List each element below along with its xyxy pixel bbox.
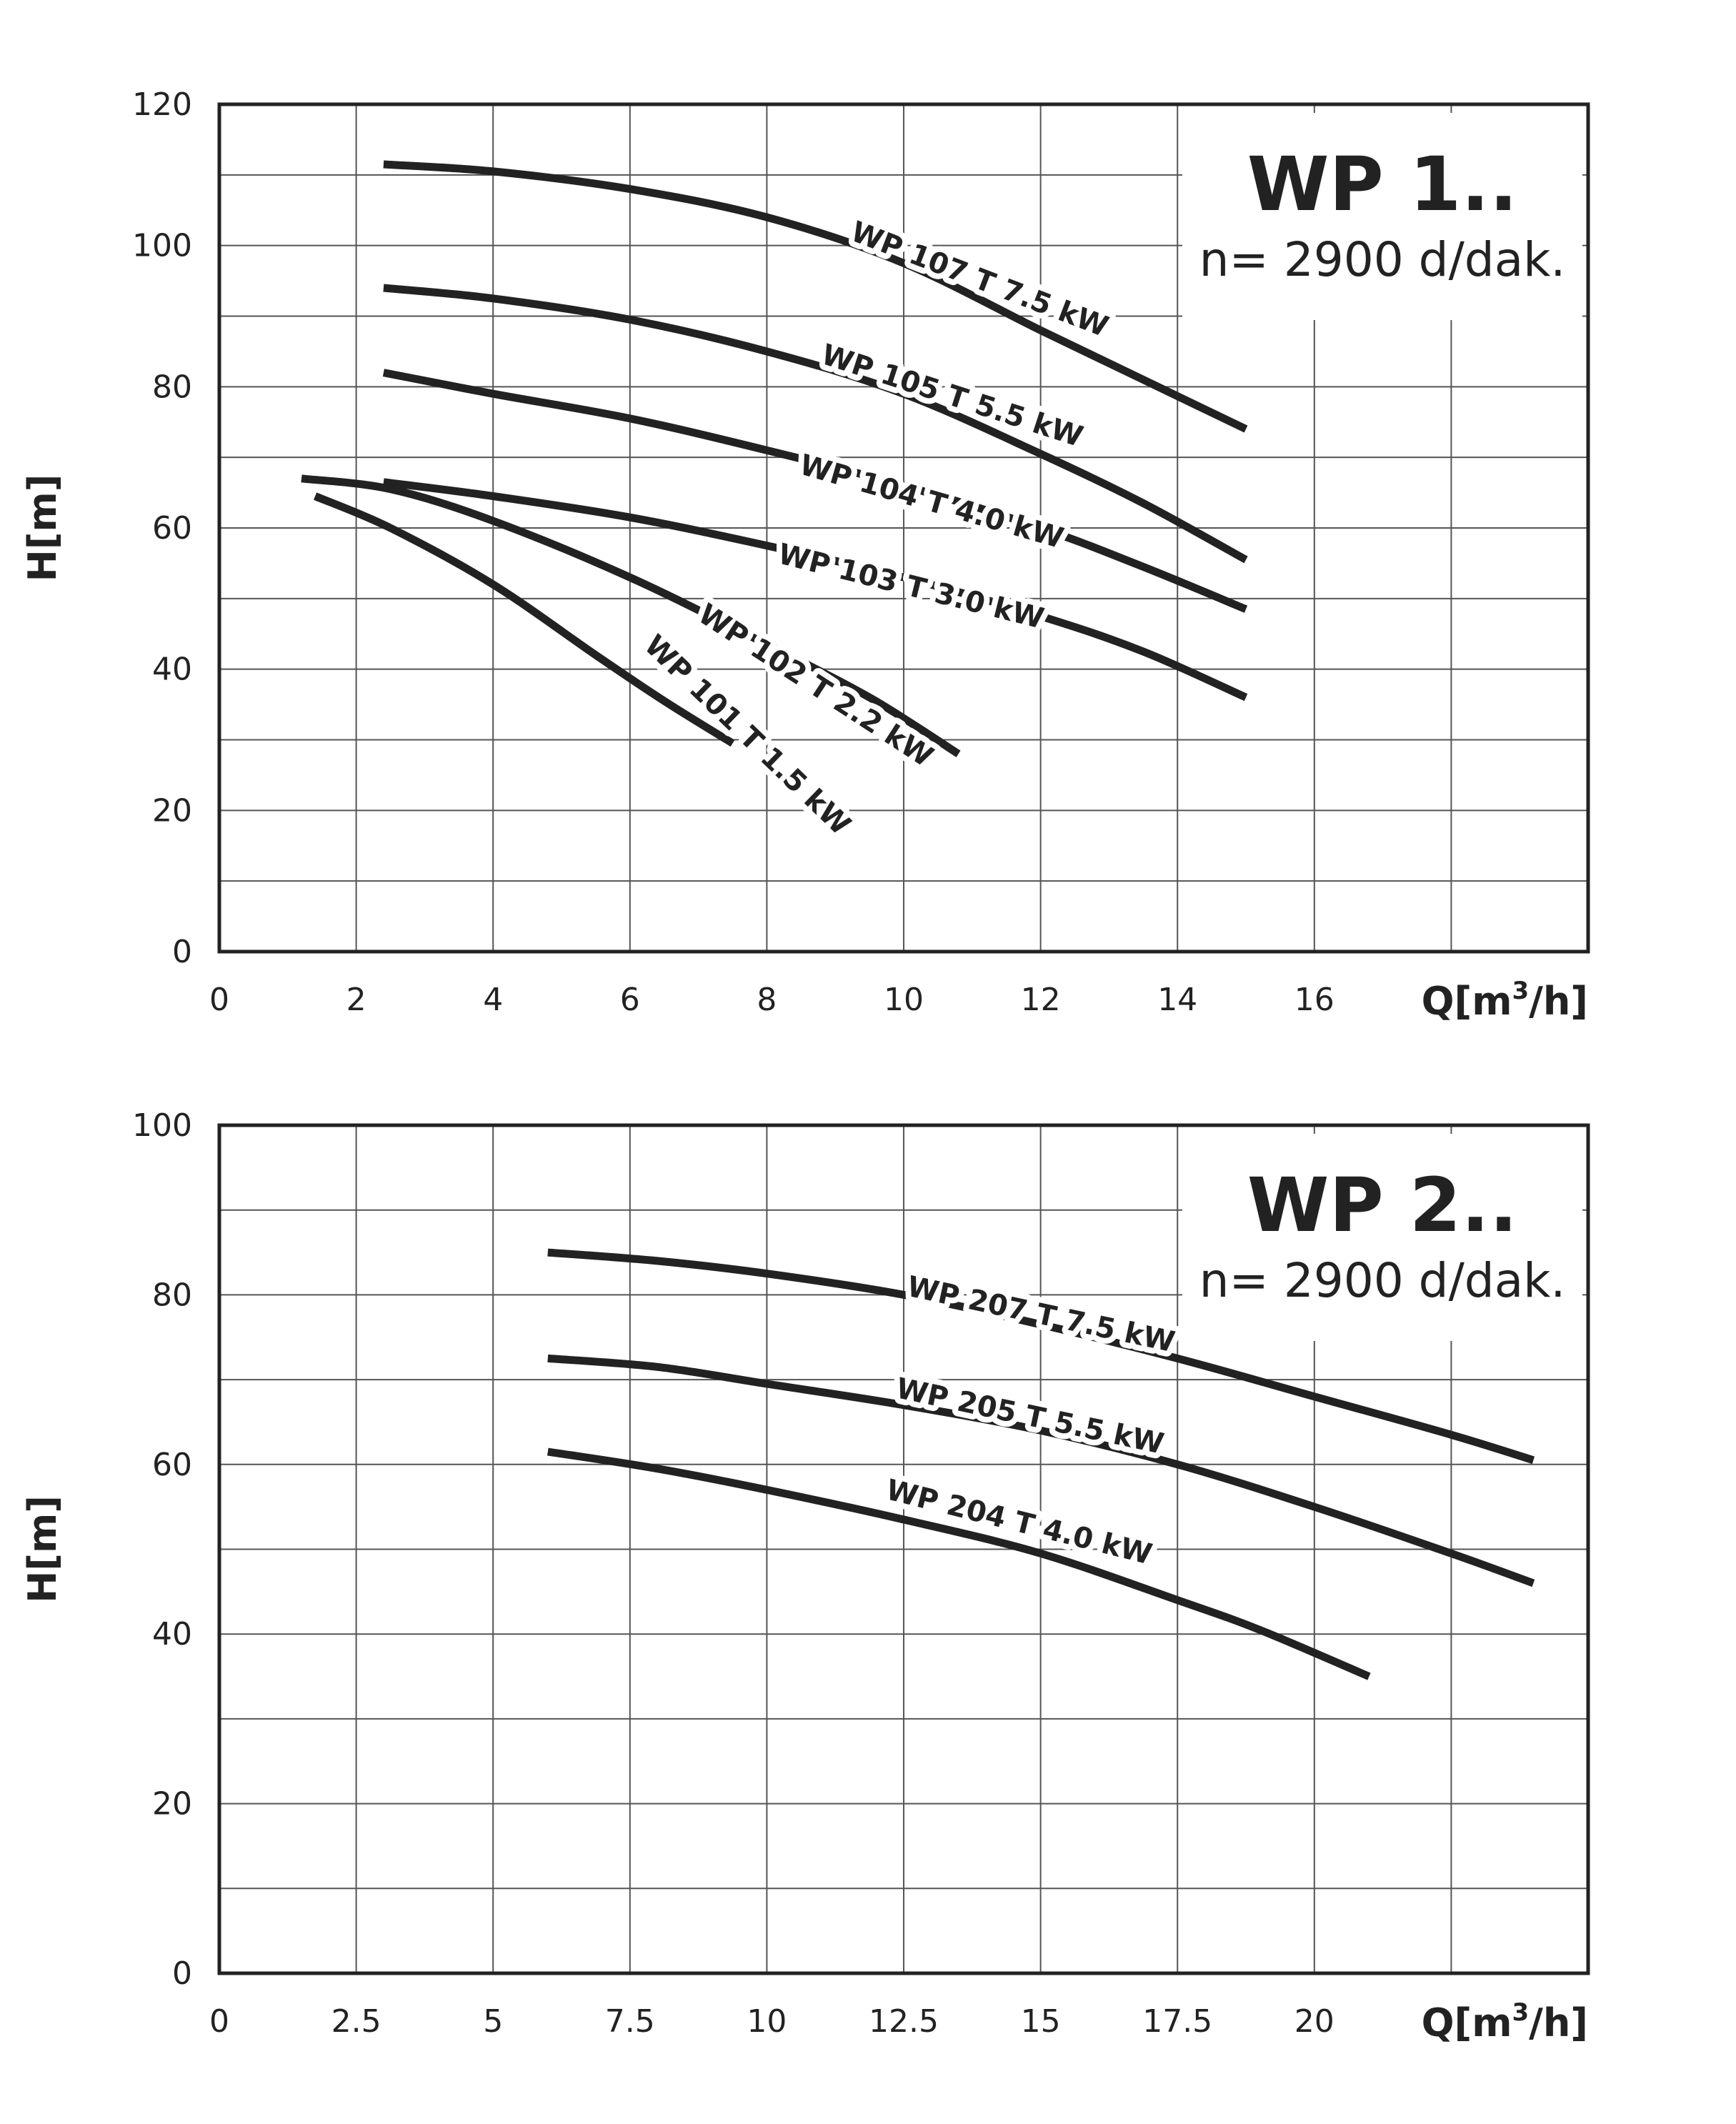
- x-tick-label: 14: [1157, 982, 1197, 1018]
- series-label: WP 104 T 4.0 kW: [796, 449, 1067, 555]
- y-axis-label: H[m]: [20, 474, 65, 582]
- y-tick-label: 80: [152, 1277, 192, 1313]
- chart-title: WP 2..: [1247, 1162, 1518, 1249]
- x-tick-label: 12.5: [869, 2003, 939, 2040]
- x-axis-label-main: Q[m: [1422, 2000, 1512, 2045]
- y-tick-label: 0: [172, 1955, 192, 1992]
- series-label: WP 205 T 5.5 kW: [893, 1372, 1167, 1460]
- y-tick-label: 80: [152, 369, 192, 405]
- x-tick-label: 0: [209, 2003, 229, 2040]
- y-tick-label: 100: [132, 1107, 192, 1144]
- y-tick-label: 40: [152, 1616, 192, 1652]
- chart-title: WP 1..: [1247, 141, 1518, 228]
- y-tick-label: 20: [152, 1786, 192, 1823]
- y-tick-label: 60: [152, 1447, 192, 1483]
- series-curve: [547, 1354, 1535, 1587]
- x-tick-label: 2: [346, 982, 366, 1018]
- series-label: WP 107 T 7.5 kW: [847, 215, 1113, 344]
- x-tick-label: 20: [1294, 2003, 1335, 2040]
- chart-subtitle: n= 2900 d/dak.: [1199, 1253, 1566, 1308]
- x-axis-label-main: Q[m: [1422, 979, 1512, 1024]
- series-label: WP 103 T 3.0 kW: [774, 538, 1047, 636]
- x-tick-label: 4: [483, 982, 503, 1018]
- x-tick-label: 5: [483, 2003, 503, 2040]
- x-axis-label-tail: /h]: [1529, 2000, 1588, 2045]
- x-tick-label: 2.5: [331, 2003, 381, 2040]
- series-curve: [301, 474, 961, 757]
- y-axis-label: H[m]: [20, 1495, 65, 1603]
- x-tick-label: 0: [209, 982, 229, 1018]
- x-axis-label: Q[m3/h]: [1422, 1998, 1588, 2045]
- series-curve: [313, 492, 735, 747]
- x-tick-label: 17.5: [1142, 2003, 1212, 2040]
- y-tick-label: 20: [152, 792, 192, 829]
- plot-frame: [217, 1123, 1590, 1975]
- y-tick-label: 100: [132, 228, 192, 264]
- x-axis-label: Q[m3/h]: [1422, 977, 1588, 1024]
- y-tick-label: 0: [172, 934, 192, 970]
- x-tick-label: 7.5: [605, 2003, 655, 2040]
- series-curve: [383, 160, 1248, 433]
- series-label: WP 105 T 5.5 kW: [817, 338, 1087, 454]
- series-curve: [547, 1447, 1371, 1680]
- x-tick-label: 10: [747, 2003, 787, 2040]
- title-box: [1182, 113, 1582, 320]
- series-curve: [547, 1248, 1535, 1465]
- series-curve: [383, 284, 1248, 564]
- plot-frame: [217, 102, 1590, 954]
- x-tick-label: 12: [1021, 982, 1061, 1018]
- x-tick-label: 10: [884, 982, 924, 1018]
- y-tick-label: 60: [152, 510, 192, 547]
- title-box: [1182, 1134, 1582, 1341]
- series-curve: [383, 478, 1248, 702]
- x-tick-label: 16: [1294, 982, 1335, 1018]
- x-tick-label: 15: [1021, 2003, 1061, 2040]
- y-tick-label: 40: [152, 652, 192, 688]
- x-axis-label-superscript: 3: [1512, 1998, 1529, 2027]
- chart-subtitle: n= 2900 d/dak.: [1199, 232, 1566, 287]
- series-label: WP 102 T 2.2 kW: [692, 598, 939, 774]
- x-axis-label-superscript: 3: [1512, 977, 1529, 1005]
- series-curve: [382, 369, 1248, 613]
- x-tick-label: 6: [620, 982, 640, 1018]
- x-tick-label: 8: [757, 982, 777, 1018]
- y-tick-label: 120: [132, 86, 192, 123]
- x-axis-label-tail: /h]: [1529, 979, 1588, 1024]
